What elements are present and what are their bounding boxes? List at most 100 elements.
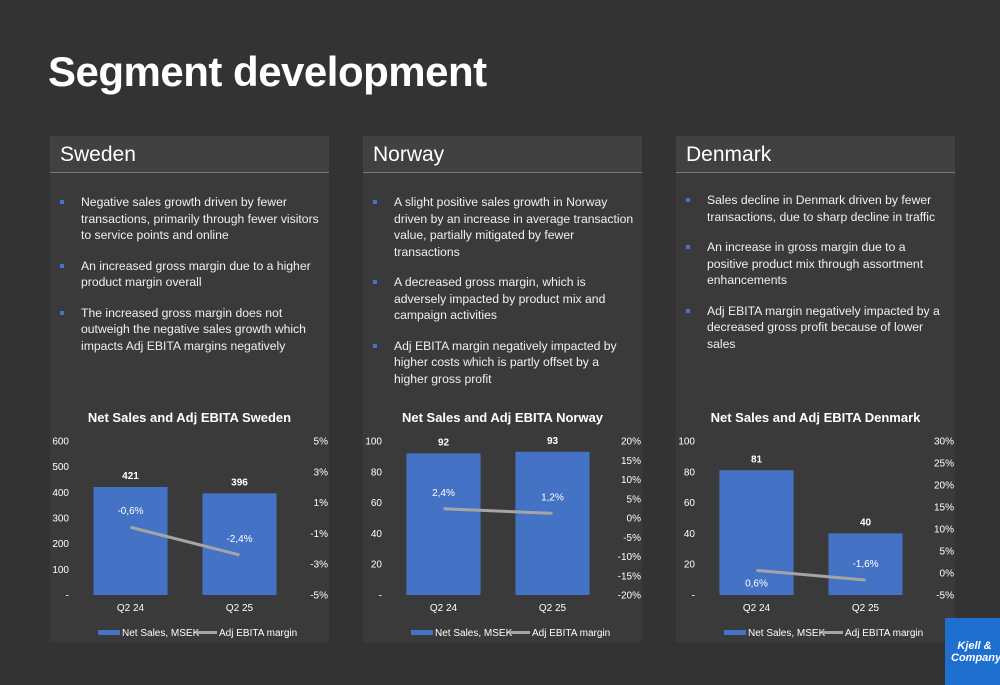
left-axis-tick-label: 400 bbox=[52, 488, 69, 499]
left-axis-tick-label: 20 bbox=[684, 560, 696, 571]
right-axis-tick-label: -3% bbox=[310, 560, 328, 571]
segment-header: Sweden bbox=[50, 136, 329, 173]
bar-q2-24 bbox=[719, 470, 794, 595]
bullet-marker-icon bbox=[686, 198, 690, 202]
right-axis-tick-label: 15% bbox=[934, 503, 954, 514]
category-label: Q2 25 bbox=[226, 603, 254, 614]
left-axis-tick-label: 60 bbox=[684, 498, 696, 509]
right-axis-tick-label: 20% bbox=[621, 437, 641, 448]
bar-data-label: 40 bbox=[860, 517, 872, 528]
company-logo: Kjell & Company bbox=[945, 618, 1000, 685]
right-axis-tick-label: 3% bbox=[314, 467, 329, 478]
right-axis-tick-label: 25% bbox=[934, 459, 954, 470]
bar-q2-24 bbox=[406, 453, 481, 595]
category-label: Q2 25 bbox=[852, 603, 880, 614]
margin-data-label: 0,6% bbox=[745, 578, 768, 589]
chart-svg: Net Sales and Adj EBITA Sweden - 100 200 300… bbox=[52, 410, 329, 639]
legend-swatch-net-sales bbox=[724, 630, 746, 635]
left-axis-tick-label: 40 bbox=[371, 529, 383, 540]
left-axis-tick-label: - bbox=[692, 591, 695, 602]
margin-data-label: -2,4% bbox=[226, 534, 252, 545]
legend-swatch-net-sales bbox=[411, 630, 433, 635]
left-axis-tick-label: 40 bbox=[684, 529, 696, 540]
left-axis-tick-label: 100 bbox=[52, 565, 69, 576]
right-axis-tick-label: -5% bbox=[310, 591, 328, 602]
margin-data-label: -0,6% bbox=[117, 506, 143, 517]
legend-label-net-sales: Net Sales, MSEK bbox=[122, 628, 200, 639]
bullet-item: A decreased gross margin, which is adver… bbox=[371, 274, 634, 324]
margin-data-label: 2,4% bbox=[432, 488, 455, 499]
chart-sweden: Net Sales and Adj EBITA Sweden - 100 200 300… bbox=[50, 398, 329, 642]
bullet-text: Adj EBITA margin negatively impacted by … bbox=[394, 338, 617, 386]
right-axis-tick-label: -10% bbox=[618, 552, 641, 563]
bar-q2-25 bbox=[515, 451, 590, 595]
right-axis-tick-label: 30% bbox=[934, 437, 954, 448]
right-axis-tick-label: -5% bbox=[623, 533, 641, 544]
page-title: Segment development bbox=[48, 48, 487, 95]
bullet-item: An increase in gross margin due to a pos… bbox=[684, 239, 947, 289]
margin-line bbox=[443, 507, 553, 515]
legend-label-net-sales: Net Sales, MSEK bbox=[748, 628, 826, 639]
bullet-list: Negative sales growth driven by fewer tr… bbox=[58, 194, 321, 368]
bar-q2-25 bbox=[828, 533, 903, 595]
left-axis-tick-label: 80 bbox=[684, 467, 696, 478]
logo-text: Kjell & Company bbox=[951, 640, 1000, 664]
chart-title: Net Sales and Adj EBITA Sweden bbox=[88, 410, 291, 425]
left-axis-tick-label: 100 bbox=[365, 437, 382, 448]
legend-swatch-net-sales bbox=[98, 630, 120, 635]
segment-panel-norway: Norway A slight positive sales growth in … bbox=[363, 136, 642, 642]
left-axis-tick-label: 500 bbox=[52, 462, 69, 473]
bullet-marker-icon bbox=[686, 308, 690, 313]
segment-panel-denmark: Denmark Sales decline in Denmark driven b… bbox=[676, 136, 955, 642]
left-axis-tick-label: 20 bbox=[371, 560, 383, 571]
left-axis-tick-label: 100 bbox=[678, 437, 695, 448]
bullet-item: Negative sales growth driven by fewer tr… bbox=[58, 194, 321, 244]
bullet-list: Sales decline in Denmark driven by fewer… bbox=[684, 192, 947, 366]
right-axis-tick-label: 5% bbox=[627, 494, 642, 505]
bar-q2-24 bbox=[93, 486, 168, 595]
segment-title: Sweden bbox=[60, 143, 136, 166]
chart-svg: Net Sales and Adj EBITA Norway - 20 40 60 80 1… bbox=[365, 410, 642, 639]
category-label: Q2 24 bbox=[117, 603, 145, 614]
bullet-text: A slight positive sales growth in Norway… bbox=[394, 195, 634, 259]
right-axis-tick-label: 15% bbox=[621, 456, 641, 467]
bullet-item: The increased gross margin does not outw… bbox=[58, 305, 321, 355]
bullet-marker-icon bbox=[60, 263, 64, 268]
right-axis-tick-label: -20% bbox=[618, 591, 641, 602]
bullet-item: An increased gross margin due to a highe… bbox=[58, 258, 321, 291]
right-axis-tick-label: 0% bbox=[940, 569, 955, 580]
bullet-marker-icon bbox=[373, 200, 377, 204]
bar-q2-25 bbox=[202, 493, 277, 595]
bullet-text: Sales decline in Denmark driven by fewer… bbox=[707, 193, 936, 224]
right-axis-tick-label: 0% bbox=[627, 514, 642, 525]
bullet-marker-icon bbox=[373, 343, 377, 348]
segment-title: Denmark bbox=[686, 143, 772, 166]
chart-norway: Net Sales and Adj EBITA Norway - 20 40 60 80 1… bbox=[363, 398, 642, 642]
chart-title: Net Sales and Adj EBITA Norway bbox=[402, 410, 604, 425]
legend-label-margin: Adj EBITA margin bbox=[219, 628, 297, 639]
chart-svg: Net Sales and Adj EBITA Denmark - 20 40 60 80… bbox=[678, 410, 955, 639]
segment-header: Norway bbox=[363, 136, 642, 173]
segment-header: Denmark bbox=[676, 136, 955, 173]
segment-title: Norway bbox=[373, 143, 445, 166]
legend-label-net-sales: Net Sales, MSEK bbox=[435, 628, 513, 639]
right-axis-tick-label: 20% bbox=[934, 481, 954, 492]
bullet-text: Negative sales growth driven by fewer tr… bbox=[81, 195, 319, 242]
margin-line bbox=[756, 568, 866, 582]
margin-line bbox=[130, 525, 240, 557]
bullet-item: Adj EBITA margin negatively impacted by … bbox=[684, 303, 947, 353]
right-axis-tick-label: 5% bbox=[314, 437, 329, 448]
bar-data-label: 396 bbox=[231, 477, 248, 488]
bullet-item: Sales decline in Denmark driven by fewer… bbox=[684, 192, 947, 225]
legend-label-margin: Adj EBITA margin bbox=[845, 628, 923, 639]
bullet-item: A slight positive sales growth in Norway… bbox=[371, 194, 634, 260]
bullet-text: An increase in gross margin due to a pos… bbox=[707, 240, 924, 287]
category-label: Q2 24 bbox=[430, 603, 458, 614]
bullet-text: A decreased gross margin, which is adver… bbox=[394, 275, 606, 322]
bar-data-label: 421 bbox=[122, 471, 139, 482]
bar-data-label: 93 bbox=[547, 436, 559, 447]
bullet-text: The increased gross margin does not outw… bbox=[81, 305, 306, 353]
left-axis-tick-label: 600 bbox=[52, 437, 69, 448]
category-label: Q2 25 bbox=[539, 603, 567, 614]
category-label: Q2 24 bbox=[743, 603, 771, 614]
